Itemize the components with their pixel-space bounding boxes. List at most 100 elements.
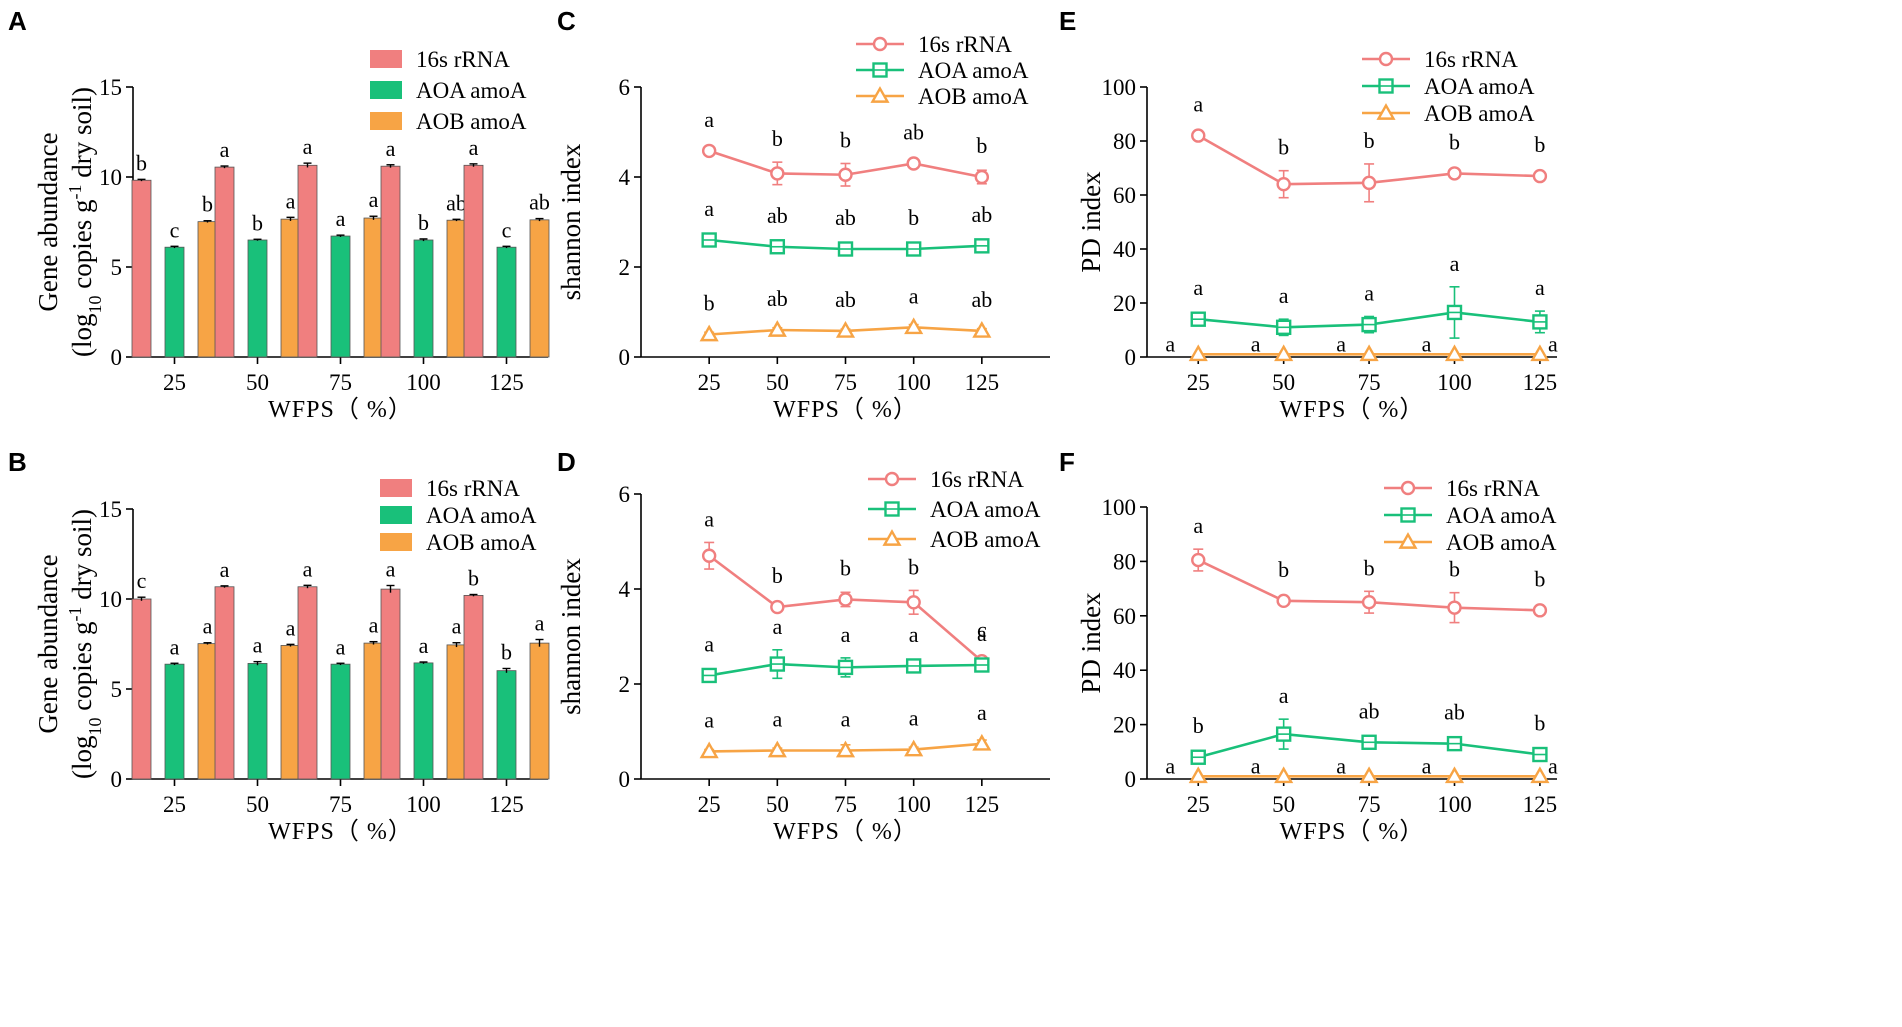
bar-rrna xyxy=(131,179,152,358)
significance-letter: ab xyxy=(529,190,550,215)
y-tick-label: 20 xyxy=(1113,713,1136,738)
y-axis-unit: (log10 copies g-1 dry soil) xyxy=(65,509,105,779)
significance-letter: a xyxy=(1193,275,1203,300)
marker-aob xyxy=(835,320,856,338)
x-tick-label: 100 xyxy=(1437,370,1472,395)
marker-rrna xyxy=(1361,175,1377,191)
marker-aob xyxy=(767,740,787,758)
y-tick-label: 0 xyxy=(111,345,123,370)
y-axis-title: shannon index xyxy=(556,143,586,300)
bar-aoa xyxy=(496,246,517,358)
bar-aoa xyxy=(164,246,185,358)
marker-aoa xyxy=(1446,735,1463,752)
significance-letter: ab xyxy=(1359,698,1380,723)
x-tick-label: 75 xyxy=(834,370,857,395)
bar-aoa xyxy=(413,239,434,358)
significance-letter: a xyxy=(253,633,263,658)
marker-aob xyxy=(904,739,924,757)
significance-letter: a xyxy=(1193,513,1203,538)
bar-aoa xyxy=(247,239,268,358)
bar-aob xyxy=(197,221,218,358)
bar-aob xyxy=(363,642,384,780)
y-tick-label: 80 xyxy=(1113,549,1136,574)
y-unit-sup: -1 xyxy=(65,607,85,622)
significance-letter: b xyxy=(418,210,429,235)
significance-letter: b xyxy=(840,128,851,153)
bar-aoa xyxy=(413,662,434,780)
bar-aob xyxy=(446,644,467,780)
y-tick-label: 0 xyxy=(111,767,123,792)
legend-swatch-rrna xyxy=(370,50,402,68)
significance-letter: b xyxy=(252,210,263,235)
legend-marker-rrna xyxy=(872,36,888,52)
y-axis-title: Gene abundance xyxy=(33,132,63,311)
significance-letter: a xyxy=(1336,753,1346,778)
significance-letter: a xyxy=(909,706,919,731)
legend-label: AOB amoA xyxy=(918,84,1029,109)
significance-letter: a xyxy=(170,634,180,659)
significance-letter: b xyxy=(1278,557,1289,582)
panel-label: F xyxy=(1059,447,1075,477)
significance-letter: a xyxy=(419,633,429,658)
marker-aoa xyxy=(1190,311,1206,327)
y-tick-label: 10 xyxy=(99,165,122,190)
significance-letter: b xyxy=(1278,135,1289,160)
legend-label: AOB amoA xyxy=(930,527,1041,552)
legend-label: AOB amoA xyxy=(1424,101,1535,126)
significance-letter: a xyxy=(909,283,919,308)
significance-letter: a xyxy=(386,136,396,161)
significance-letter: b xyxy=(772,126,783,151)
x-tick-label: 50 xyxy=(246,370,269,395)
significance-letter: a xyxy=(203,614,213,639)
y-tick-label: 0 xyxy=(1125,767,1137,792)
y-unit-post: dry soil) xyxy=(67,509,97,607)
legend-label: AOA amoA xyxy=(1424,74,1535,99)
x-axis-title: WFPS（ %） xyxy=(1280,397,1425,423)
y-tick-label: 80 xyxy=(1113,129,1136,154)
significance-letter: a xyxy=(469,135,479,160)
bar-aob xyxy=(197,643,218,780)
marker-aob xyxy=(1444,766,1465,784)
marker-aoa xyxy=(1446,304,1463,321)
marker-rrna xyxy=(770,599,785,615)
y-tick-label: 5 xyxy=(111,255,123,280)
bar-rrna xyxy=(380,588,401,780)
legend-label: AOA amoA xyxy=(1446,503,1557,528)
x-tick-label: 125 xyxy=(489,370,524,395)
x-tick-label: 125 xyxy=(1523,370,1558,395)
y-tick-label: 60 xyxy=(1113,604,1136,629)
marker-aoa xyxy=(1532,746,1548,763)
marker-aob xyxy=(699,324,719,342)
significance-letter: b xyxy=(704,291,715,316)
significance-letter: a xyxy=(1251,753,1261,778)
legend-label: AOB amoA xyxy=(426,530,537,555)
x-tick-label: 25 xyxy=(698,792,721,817)
x-tick-label: 50 xyxy=(766,370,789,395)
marker-aoa xyxy=(769,656,786,672)
significance-letter: a xyxy=(286,188,296,213)
significance-letter: ab xyxy=(767,203,788,228)
marker-aob xyxy=(972,733,992,751)
legend-marker-rrna xyxy=(1378,51,1394,67)
marker-rrna xyxy=(1191,552,1206,568)
marker-aoa xyxy=(1532,314,1548,330)
bar-rrna xyxy=(297,164,318,358)
marker-aob xyxy=(699,741,719,759)
y-tick-label: 2 xyxy=(619,255,631,280)
significance-letter: a xyxy=(1251,331,1261,356)
x-tick-label: 100 xyxy=(1437,792,1472,817)
marker-rrna xyxy=(1276,176,1291,192)
legend-swatch-aoa xyxy=(380,506,412,524)
y-unit-mid: copies g xyxy=(67,622,97,718)
significance-letter: b xyxy=(840,555,851,580)
x-tick-label: 25 xyxy=(1187,370,1210,395)
marker-rrna xyxy=(1361,595,1377,610)
significance-letter: a xyxy=(220,557,230,582)
marker-aoa xyxy=(905,241,922,257)
significance-letter: ab xyxy=(903,120,924,145)
significance-letter: a xyxy=(841,707,851,732)
marker-aoa xyxy=(837,241,854,257)
